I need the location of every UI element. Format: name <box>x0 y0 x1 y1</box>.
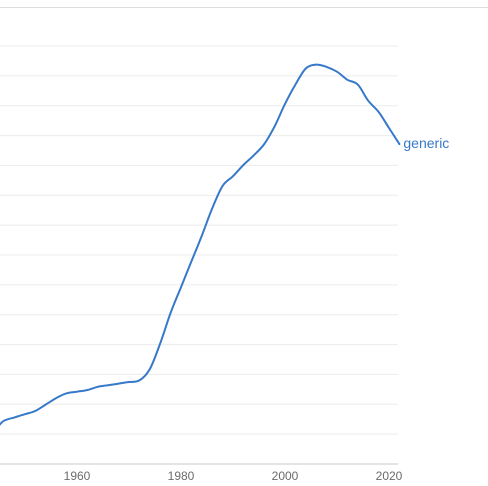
x-tick-label: 2020 <box>376 469 403 483</box>
x-tick-label: 2000 <box>272 469 299 483</box>
series-line-generic <box>0 63 401 426</box>
top-border <box>0 7 488 8</box>
series-label-generic: generic <box>403 135 449 151</box>
x-tick-label: 1960 <box>64 469 91 483</box>
x-tick-label: 1980 <box>168 469 195 483</box>
